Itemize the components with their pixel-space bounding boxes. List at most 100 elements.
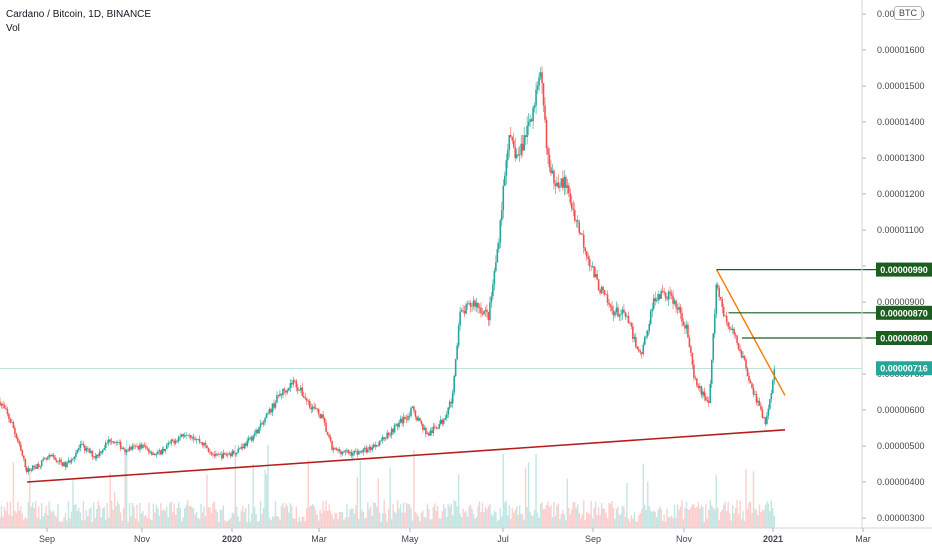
candle-body [314, 407, 317, 409]
candle-body [206, 445, 208, 449]
candle-body [241, 446, 244, 449]
support-trendline[interactable] [27, 429, 786, 483]
volume-bar [3, 506, 6, 528]
volume-bar [535, 453, 537, 528]
volume-bar [172, 512, 174, 528]
volume-bar [102, 508, 104, 528]
candle-body [635, 336, 637, 347]
candle-body [737, 343, 740, 350]
volume-bar [307, 460, 309, 528]
candle-body [185, 435, 187, 436]
candle-body [733, 328, 735, 335]
volume-bar [334, 512, 336, 528]
volume-bar [319, 509, 321, 528]
volume-bar [106, 502, 108, 528]
candle-body [483, 310, 485, 315]
candle-body [410, 408, 412, 417]
candle-body [563, 176, 566, 188]
candle-body [691, 352, 694, 365]
candle-body [304, 397, 307, 399]
volume-bar [87, 516, 89, 528]
volume-bar [79, 512, 82, 528]
candle-body [460, 310, 463, 312]
volume-bar [6, 501, 9, 528]
volume-bar [386, 521, 388, 528]
y-tick-label: 0.00001100 [877, 225, 924, 235]
volume-bar [460, 517, 463, 528]
volume-bar [766, 501, 768, 528]
candle-body [655, 300, 658, 302]
volume-bar [225, 521, 228, 528]
descending-trendline[interactable] [715, 269, 786, 396]
volume-bar [116, 500, 119, 528]
volume-bar [602, 508, 604, 528]
volume-bar [332, 519, 335, 528]
candle-body [95, 454, 98, 459]
volume-bar [717, 507, 719, 528]
volume-bar [498, 519, 500, 528]
candle-body [122, 447, 125, 450]
volume-bar [712, 507, 714, 528]
candle-body [495, 262, 497, 271]
volume-bar [542, 509, 545, 528]
candle-body [274, 402, 277, 408]
candle-body [724, 315, 726, 317]
candle-body [721, 298, 723, 307]
volume-bar [655, 516, 658, 528]
candle-body [289, 383, 292, 388]
candle-body [471, 305, 473, 307]
volume-bar [612, 508, 615, 528]
candle-body [353, 450, 356, 454]
volume-bar [513, 512, 515, 528]
volume-bar [118, 504, 120, 528]
volume-bar [227, 520, 229, 528]
y-tick-label: 0.00001500 [877, 81, 925, 91]
volume-bar [468, 506, 470, 528]
candle-body [285, 390, 287, 393]
candle-body [200, 442, 202, 443]
volume-bar [194, 514, 196, 528]
volume-bar [614, 519, 616, 528]
currency-badge[interactable]: BTC [894, 6, 922, 20]
drawing-lines[interactable] [0, 269, 876, 483]
volume-bar [0, 505, 3, 528]
x-tick-label: 2021 [763, 534, 783, 544]
volume-bar [447, 504, 449, 528]
candle-body [133, 445, 135, 447]
candle-body [69, 460, 71, 463]
candle-body [244, 443, 247, 446]
volume-bar [457, 474, 460, 528]
volume-bar [681, 500, 683, 528]
volume-bar [243, 512, 245, 528]
volume-bar [362, 512, 365, 528]
candle-body [596, 273, 598, 280]
candle-body [486, 309, 488, 313]
volume-bar [772, 508, 774, 528]
volume-bar [581, 514, 583, 528]
candle-body [162, 448, 165, 451]
candle-body [699, 386, 701, 389]
volume-bar [670, 515, 673, 528]
volume-bar [151, 519, 153, 528]
candle-body [629, 322, 631, 324]
volume-bar [119, 512, 122, 528]
volume-bar [298, 517, 301, 528]
volume-bar [179, 507, 181, 528]
volume-bar [67, 501, 70, 528]
candle-body [624, 311, 627, 317]
candle-body [271, 403, 274, 413]
candle-body [167, 443, 170, 446]
volume-bar [557, 503, 560, 528]
volume-bar [124, 447, 126, 528]
volume-bar [617, 506, 619, 528]
candle-body [297, 387, 299, 391]
candle-body [151, 451, 153, 455]
volume-bar [76, 511, 79, 528]
candle-body [15, 433, 18, 439]
volume-bar [340, 512, 342, 528]
candle-body [739, 349, 741, 351]
candle-body [352, 453, 354, 456]
volume-bar [97, 500, 99, 528]
candle-body [356, 451, 359, 455]
